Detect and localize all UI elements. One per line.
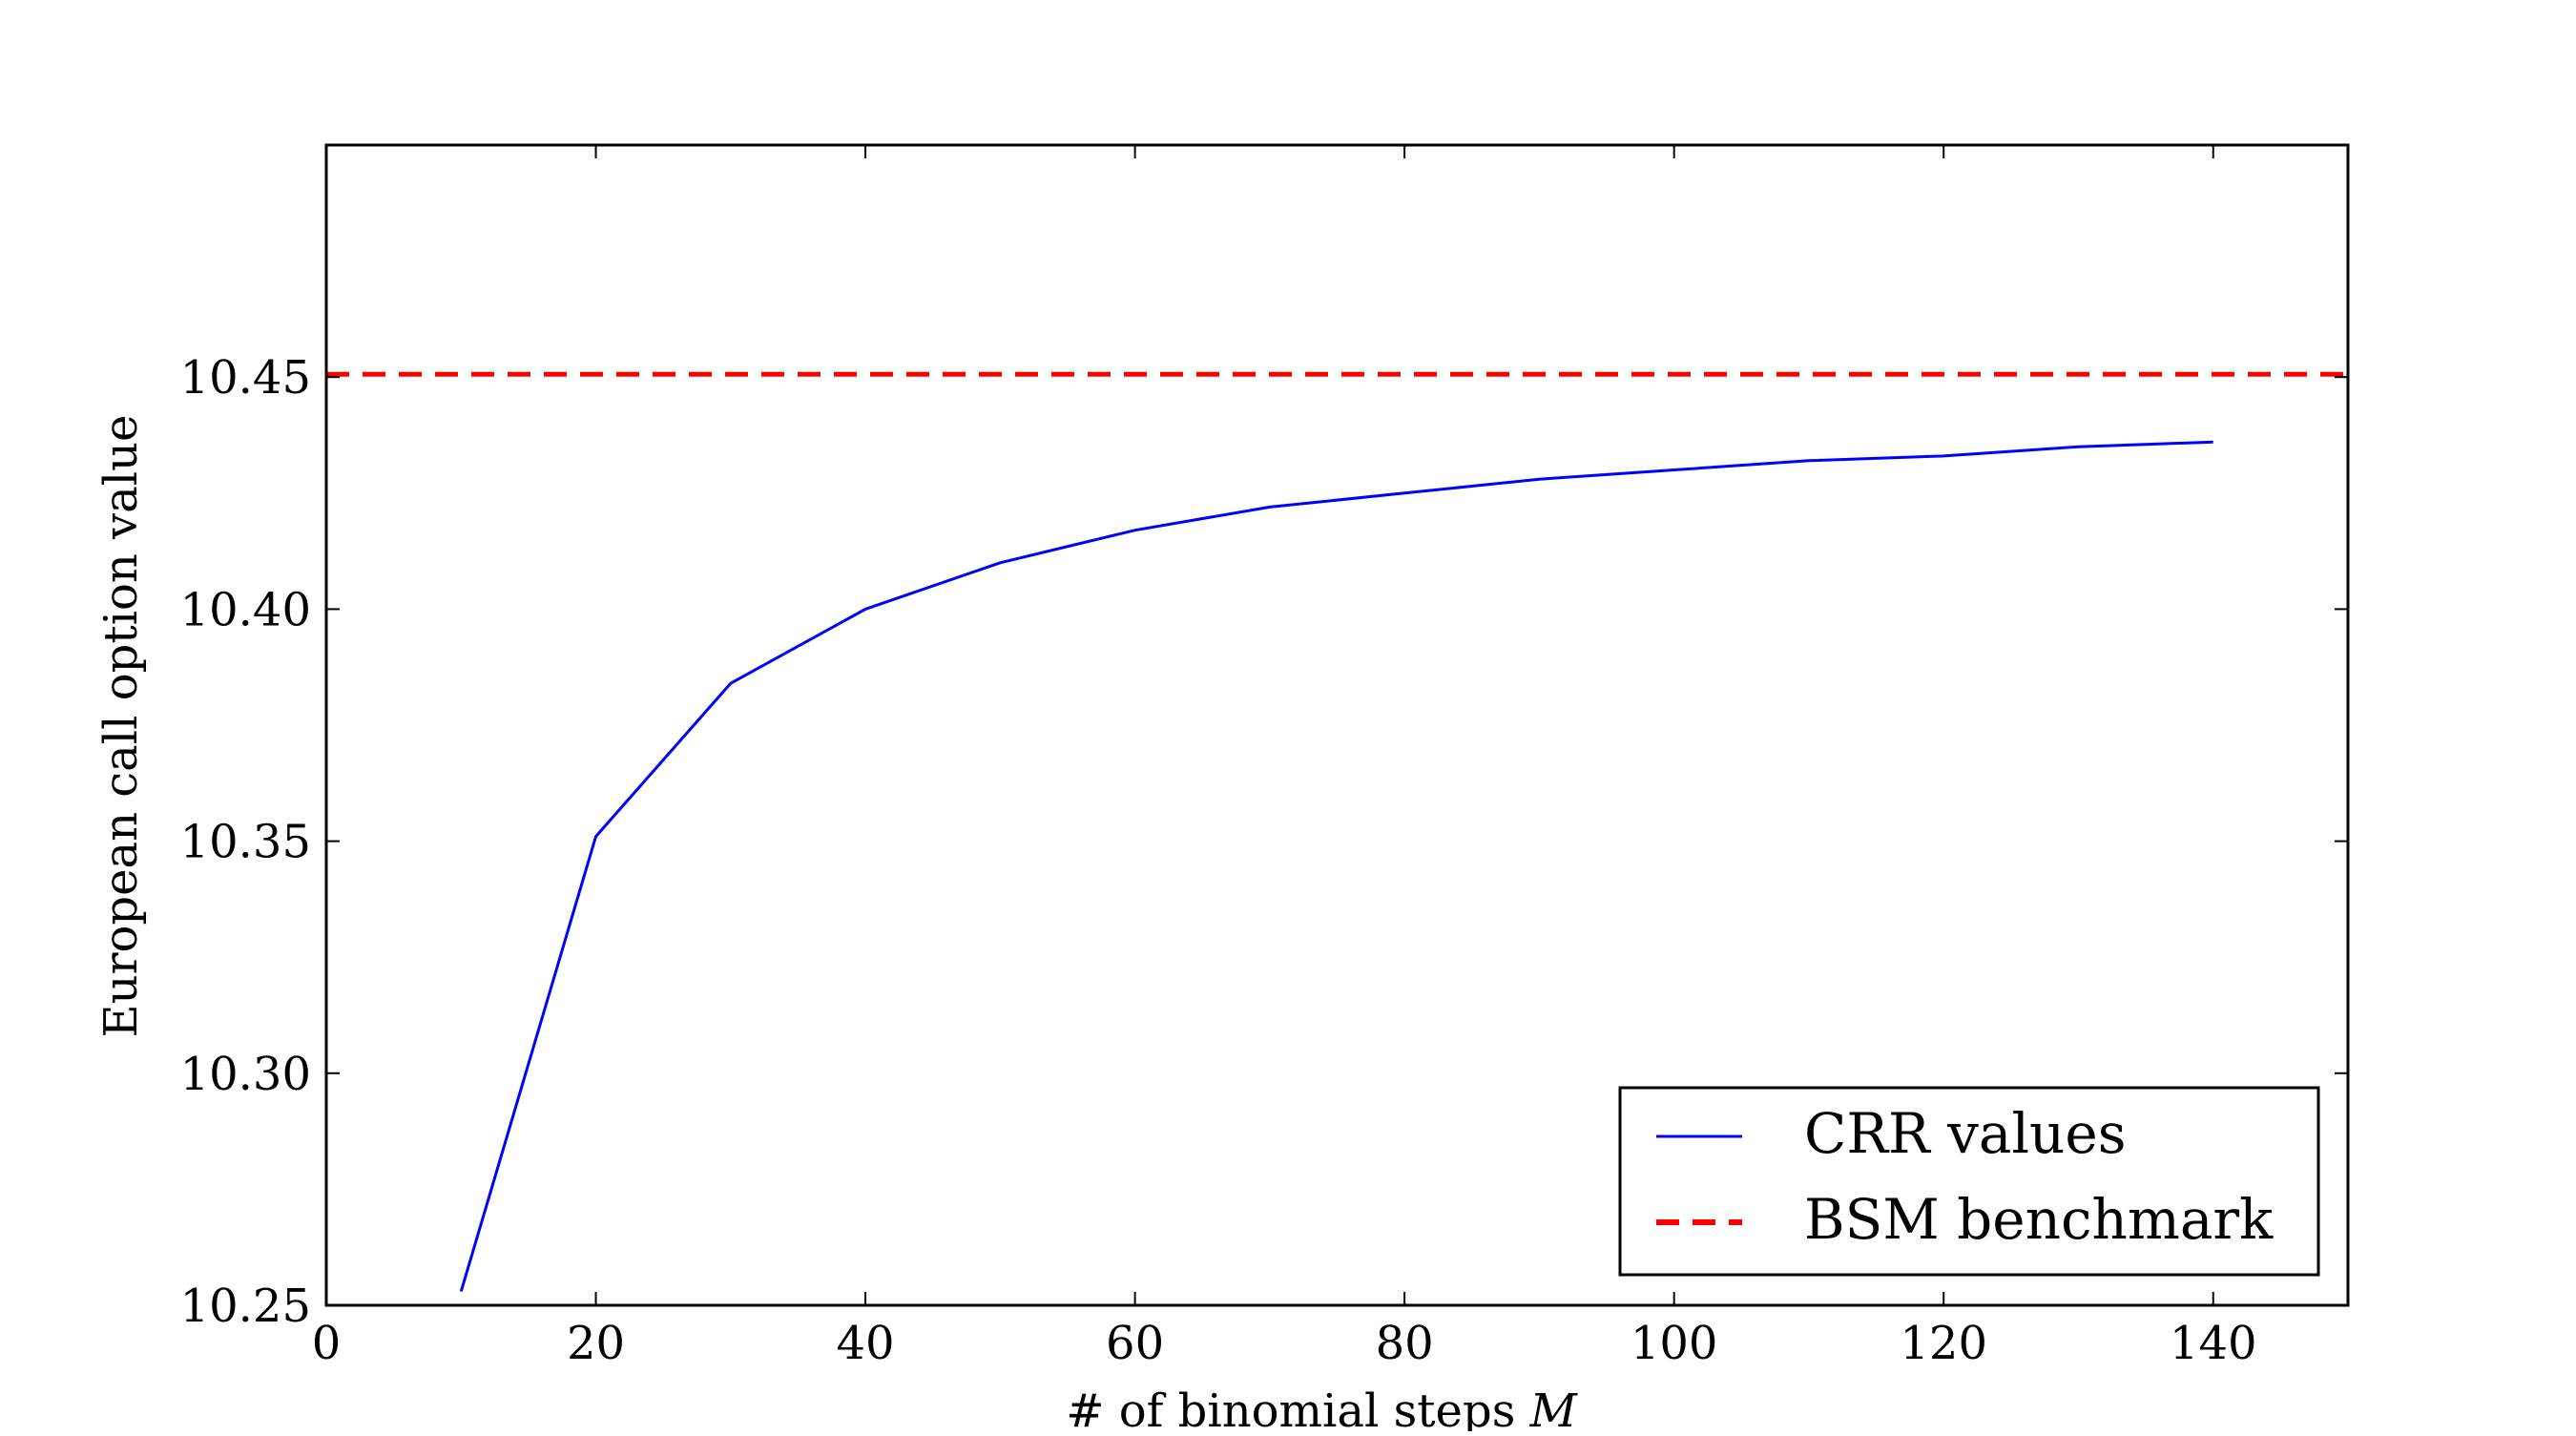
x-tick-label-40: 40	[837, 1317, 895, 1370]
x-tick-label-60: 60	[1106, 1317, 1164, 1370]
legend-label-bsm: BSM benchmark	[1804, 1187, 2274, 1252]
legend-label-crr: CRR values	[1804, 1101, 2127, 1166]
x-tick-label-0: 0	[312, 1317, 342, 1370]
x-tick-label-80: 80	[1376, 1317, 1434, 1370]
axes-layer: 0 20 40 60 80 100 120 140 10.25 10.30 10.35 10.40 10…	[180, 143, 2350, 1370]
y-tick-label-1: 10.30	[180, 1048, 311, 1101]
x-tick-label-100: 100	[1631, 1317, 1718, 1370]
x-tick-label-120: 120	[1900, 1317, 1987, 1370]
legend-frame	[1618, 1086, 2320, 1277]
y-tick-label-0: 10.25	[180, 1280, 311, 1333]
y-axis-label: European call option value	[94, 415, 148, 1038]
axes-frame	[324, 143, 2350, 1307]
x-tick-label-20: 20	[567, 1317, 625, 1370]
x-tick-label-140: 140	[2170, 1317, 2257, 1370]
crr-values-line	[459, 440, 2213, 1292]
legend: CRR values BSM benchmark	[1618, 1086, 2320, 1277]
y-tick-label-3: 10.40	[180, 583, 311, 636]
x-axis-label: # of binomial steps M	[1066, 1384, 1578, 1431]
y-tick-label-4: 10.45	[180, 351, 311, 405]
plot-layer	[326, 371, 2348, 1292]
y-tick-label-2: 10.35	[180, 816, 311, 869]
